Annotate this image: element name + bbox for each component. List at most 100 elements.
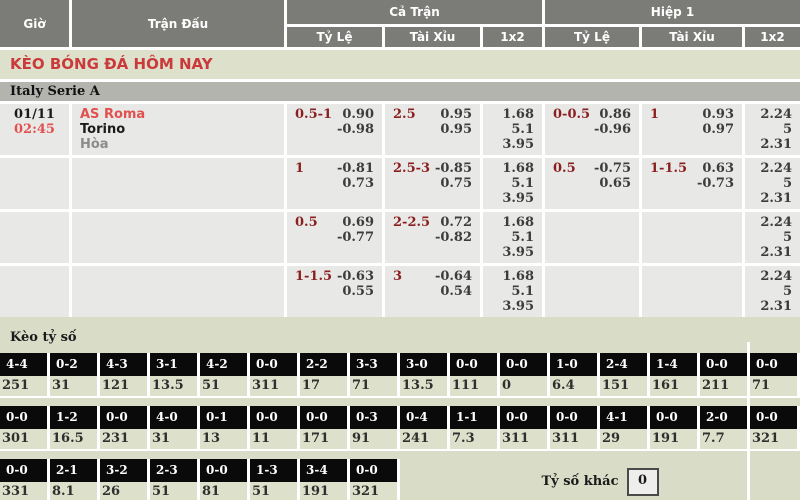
ft-overunder-cell[interactable]: 2.5-3 -0.85 0.75 <box>385 158 483 209</box>
score-cell[interactable]: 0-0 301 <box>0 406 50 451</box>
score-cell[interactable]: 0-0 311 <box>250 353 300 398</box>
odds-value[interactable]: 1.68 <box>502 161 534 176</box>
h1-handicap-cell[interactable]: 0-0.5 0.86 -0.96 <box>545 104 642 155</box>
odds-value[interactable]: 3.95 <box>502 245 534 260</box>
odds-value[interactable]: 0.90 <box>342 107 374 122</box>
score-cell[interactable]: 0-2 31 <box>50 353 100 398</box>
odds-value[interactable]: 0.73 <box>342 176 374 191</box>
score-cell[interactable]: 0-0 311 <box>500 406 550 451</box>
odds-value[interactable]: 3.95 <box>502 191 534 206</box>
match-teams-cell[interactable]: AS Roma Torino Hòa <box>72 104 287 155</box>
odds-value[interactable]: 2.24 <box>760 107 792 122</box>
odds-value[interactable]: 0.95 <box>440 107 472 122</box>
ft-1x2-cell[interactable]: 1.68 5.1 3.95 <box>483 104 545 155</box>
odds-value[interactable]: 5.1 <box>511 122 534 137</box>
score-cell[interactable]: 4-2 51 <box>200 353 250 398</box>
score-cell[interactable]: 0-0 171 <box>300 406 350 451</box>
ft-1x2-cell[interactable]: 1.68 5.1 3.95 <box>483 158 545 209</box>
odds-value[interactable]: 2.24 <box>760 161 792 176</box>
odds-value[interactable]: -0.75 <box>593 161 631 176</box>
score-cell[interactable]: 0-3 91 <box>350 406 400 451</box>
odds-value[interactable]: 1.68 <box>502 269 534 284</box>
score-cell[interactable]: 0-1 13 <box>200 406 250 451</box>
h1-1x2-cell[interactable]: 2.24 5 2.31 <box>745 158 800 209</box>
score-cell[interactable]: 1-1 7.3 <box>450 406 500 451</box>
odds-value[interactable]: 2.31 <box>760 299 792 314</box>
score-cell[interactable]: 1-4 161 <box>650 353 700 398</box>
score-cell[interactable]: 3-0 13.5 <box>400 353 450 398</box>
score-cell[interactable]: 0-4 241 <box>400 406 450 451</box>
score-cell[interactable]: 2-0 7.7 <box>700 406 750 451</box>
score-cell[interactable]: 3-2 26 <box>100 459 150 500</box>
odds-value[interactable]: 0.54 <box>440 284 472 299</box>
score-cell[interactable]: 4-0 31 <box>150 406 200 451</box>
odds-value[interactable]: 5.1 <box>511 230 534 245</box>
odds-value[interactable]: 1.68 <box>502 107 534 122</box>
odds-value[interactable]: 0.69 <box>342 215 374 230</box>
score-cell[interactable]: 1-3 51 <box>250 459 300 500</box>
odds-value[interactable]: 2.31 <box>760 245 792 260</box>
score-cell[interactable]: 2-3 51 <box>150 459 200 500</box>
score-cell[interactable]: 4-1 29 <box>600 406 650 451</box>
odds-value[interactable]: 5.1 <box>511 176 534 191</box>
odds-value[interactable]: -0.77 <box>336 230 374 245</box>
h1-1x2-cell[interactable]: 2.24 5 2.31 <box>745 266 800 317</box>
ft-handicap-cell[interactable]: 0.5-1 0.90 -0.98 <box>287 104 385 155</box>
odds-value[interactable]: 0.86 <box>599 107 631 122</box>
score-cell[interactable]: 0-0 191 <box>650 406 700 451</box>
score-cell[interactable]: 0-0 111 <box>450 353 500 398</box>
odds-value[interactable]: -0.96 <box>593 122 631 137</box>
score-cell[interactable]: 1-0 6.4 <box>550 353 600 398</box>
score-cell[interactable]: 2-2 17 <box>300 353 350 398</box>
score-cell[interactable]: 0-0 321 <box>350 459 400 500</box>
odds-value[interactable]: 0.75 <box>440 176 472 191</box>
odds-value[interactable]: 5 <box>782 284 792 299</box>
odds-value[interactable]: 3.95 <box>502 299 534 314</box>
odds-value[interactable]: 1.68 <box>502 215 534 230</box>
odds-value[interactable]: 0.63 <box>702 161 734 176</box>
score-cell[interactable]: 0-0 331 <box>0 459 50 500</box>
odds-value[interactable]: 2.31 <box>760 191 792 206</box>
score-cell[interactable]: 0-0 321 <box>750 406 800 451</box>
odds-value[interactable]: -0.82 <box>434 230 472 245</box>
score-cell[interactable]: 4-4 251 <box>0 353 50 398</box>
away-team[interactable]: Torino <box>80 122 126 137</box>
score-cell[interactable]: 1-2 16.5 <box>50 406 100 451</box>
ft-1x2-cell[interactable]: 1.68 5.1 3.95 <box>483 212 545 263</box>
h1-1x2-cell[interactable]: 2.24 5 2.31 <box>745 104 800 155</box>
odds-value[interactable]: 5 <box>782 176 792 191</box>
home-team[interactable]: AS Roma <box>80 107 146 122</box>
odds-value[interactable]: -0.73 <box>696 176 734 191</box>
score-cell[interactable]: 4-3 121 <box>100 353 150 398</box>
odds-value[interactable]: 2.24 <box>760 269 792 284</box>
score-cell[interactable]: 0-0 0 <box>500 353 550 398</box>
ft-overunder-cell[interactable]: 2.5 0.95 0.95 <box>385 104 483 155</box>
ft-overunder-cell[interactable]: 3 -0.64 0.54 <box>385 266 483 317</box>
score-cell[interactable]: 3-4 191 <box>300 459 350 500</box>
score-cell[interactable]: 0-0 11 <box>250 406 300 451</box>
score-cell[interactable]: 0-0 71 <box>750 353 800 398</box>
odds-value[interactable]: 0.72 <box>440 215 472 230</box>
odds-value[interactable]: 2.24 <box>760 215 792 230</box>
odds-value[interactable]: 5 <box>782 230 792 245</box>
ft-1x2-cell[interactable]: 1.68 5.1 3.95 <box>483 266 545 317</box>
ft-overunder-cell[interactable]: 2-2.5 0.72 -0.82 <box>385 212 483 263</box>
ft-handicap-cell[interactable]: 1 -0.81 0.73 <box>287 158 385 209</box>
score-cell[interactable]: 0-0 311 <box>550 406 600 451</box>
score-cell[interactable]: 0-0 81 <box>200 459 250 500</box>
odds-value[interactable]: 0.95 <box>440 122 472 137</box>
h1-overunder-cell[interactable]: 1 0.93 0.97 <box>642 104 745 155</box>
score-cell[interactable]: 0-0 231 <box>100 406 150 451</box>
odds-value[interactable]: 0.93 <box>702 107 734 122</box>
ft-handicap-cell[interactable]: 0.5 0.69 -0.77 <box>287 212 385 263</box>
odds-value[interactable]: 5.1 <box>511 284 534 299</box>
score-cell[interactable]: 3-3 71 <box>350 353 400 398</box>
score-cell[interactable]: 0-0 211 <box>700 353 750 398</box>
odds-value[interactable]: -0.64 <box>434 269 472 284</box>
h1-handicap-cell[interactable]: 0.5 -0.75 0.65 <box>545 158 642 209</box>
odds-value[interactable]: 0.97 <box>702 122 734 137</box>
odds-value[interactable]: -0.63 <box>336 269 374 284</box>
odds-value[interactable]: 5 <box>782 122 792 137</box>
odds-value[interactable]: 2.31 <box>760 137 792 152</box>
score-cell[interactable]: 2-4 151 <box>600 353 650 398</box>
